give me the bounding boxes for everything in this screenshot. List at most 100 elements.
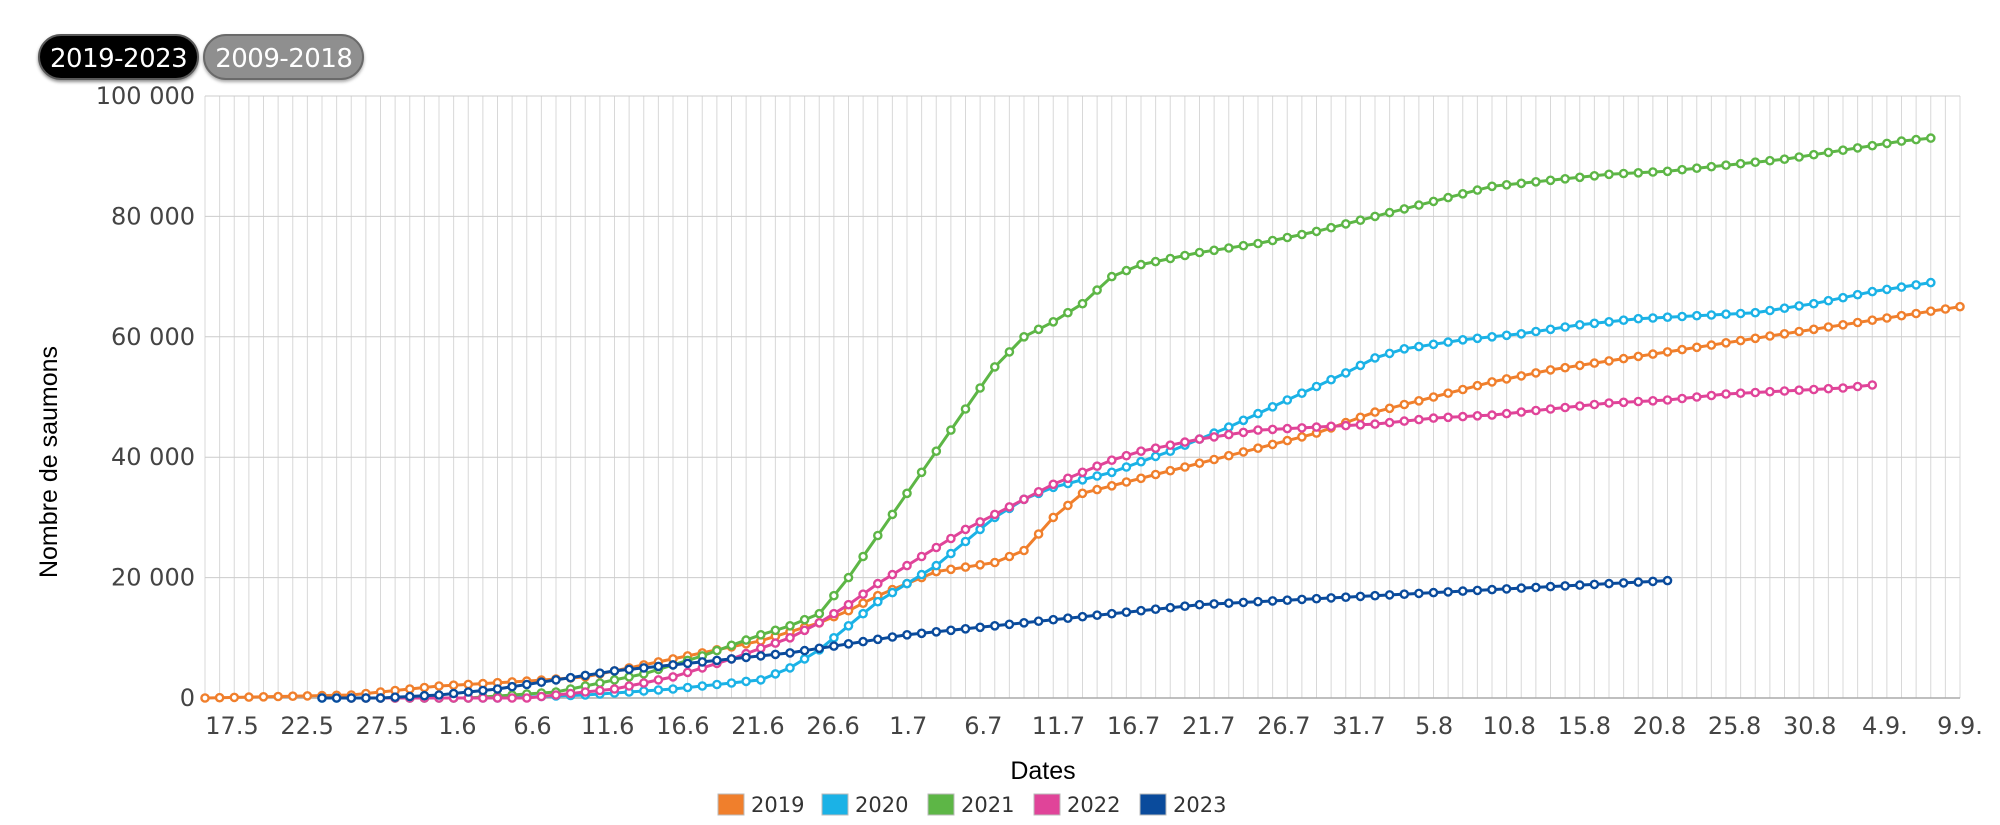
data-point — [1838, 145, 1848, 155]
data-point — [1589, 399, 1600, 410]
data-point — [1326, 374, 1336, 385]
data-point — [1443, 587, 1453, 597]
data-point — [799, 645, 810, 656]
legend-item-2022[interactable]: 2022 — [1033, 793, 1120, 817]
legend-item-2019[interactable]: 2019 — [717, 793, 804, 817]
data-point — [843, 621, 854, 631]
data-point — [1428, 339, 1439, 350]
legend-label: 2020 — [855, 793, 908, 817]
tab-2019-2023[interactable]: 2019-2023 — [38, 34, 200, 80]
data-point — [1384, 403, 1395, 414]
axes: 0 20 000 40 000 60 000 80 000 100 000 17.5 22.5… — [96, 82, 1983, 740]
data-point — [1545, 324, 1556, 335]
data-point — [1692, 163, 1702, 173]
data-point — [1428, 196, 1439, 207]
data-point — [1487, 410, 1497, 420]
data-point — [1399, 204, 1410, 214]
data-point — [1297, 594, 1307, 605]
data-point — [1121, 265, 1132, 276]
legend-item-2021[interactable]: 2021 — [927, 793, 1014, 817]
data-point — [1779, 328, 1790, 339]
data-point — [975, 383, 985, 393]
data-point — [668, 660, 678, 670]
data-point — [770, 669, 781, 679]
data-point — [536, 677, 547, 688]
data-point — [1648, 167, 1658, 177]
data-point — [1384, 417, 1395, 428]
data-point — [609, 684, 620, 694]
data-point — [434, 690, 444, 700]
data-point — [946, 548, 956, 559]
legend-item-2023[interactable]: 2023 — [1139, 793, 1226, 817]
data-point — [1194, 458, 1205, 469]
data-point — [580, 670, 591, 681]
tab-2009-2018[interactable]: 2009-2018 — [203, 34, 365, 80]
data-point — [1501, 179, 1512, 190]
data-point — [1150, 469, 1161, 480]
y-tick-label: 80 000 — [111, 202, 195, 230]
data-point — [785, 621, 795, 631]
x-tick-label: 30.8 — [1783, 712, 1836, 740]
data-point — [741, 635, 751, 645]
data-point — [214, 692, 225, 703]
data-point — [1267, 424, 1278, 435]
data-point — [1794, 385, 1804, 396]
data-point — [682, 682, 693, 693]
x-tick-label: 27.5 — [356, 712, 409, 740]
data-point — [1911, 308, 1921, 319]
x-tick-label: 26.7 — [1257, 712, 1310, 740]
data-point — [931, 446, 942, 457]
data-point — [375, 693, 386, 703]
legend-label: 2019 — [751, 793, 804, 817]
data-point — [1706, 310, 1717, 320]
data-point — [785, 663, 795, 673]
data-point — [1618, 397, 1629, 408]
data-point — [1253, 425, 1263, 435]
data-point — [653, 675, 664, 685]
data-point — [1750, 307, 1761, 318]
data-point — [1721, 160, 1731, 170]
x-tick-label: 5.8 — [1415, 712, 1453, 740]
data-point — [1852, 381, 1863, 392]
data-point — [1428, 587, 1439, 598]
data-point — [1882, 313, 1892, 323]
data-point — [1545, 581, 1556, 592]
data-point — [1326, 222, 1336, 233]
data-point — [624, 664, 634, 675]
data-point — [1414, 414, 1424, 425]
data-point — [1165, 602, 1176, 613]
data-point — [990, 362, 1000, 372]
data-point — [1721, 337, 1731, 348]
data-point — [1443, 337, 1453, 347]
data-point — [1370, 419, 1380, 429]
legend-item-2020[interactable]: 2020 — [821, 793, 908, 817]
data-point — [1063, 613, 1073, 624]
data-point — [1238, 597, 1249, 608]
data-point — [887, 632, 898, 642]
data-point — [960, 524, 971, 535]
data-point — [1809, 384, 1819, 395]
data-point — [1472, 333, 1483, 344]
data-point — [858, 551, 868, 562]
data-point — [1662, 575, 1673, 586]
data-point — [1180, 462, 1190, 472]
data-point — [258, 692, 269, 702]
legend[interactable]: 2019 2020 2021 2022 2023 — [717, 793, 1226, 817]
data-point — [1165, 440, 1176, 451]
data-point — [1458, 586, 1468, 596]
data-point — [770, 638, 781, 648]
data-point — [1531, 326, 1541, 337]
data-point — [1589, 579, 1600, 590]
data-point — [1838, 383, 1848, 393]
data-point — [1501, 408, 1512, 419]
data-point — [1311, 226, 1322, 237]
data-point — [1516, 371, 1527, 381]
data-point — [1384, 590, 1395, 600]
data-point — [1458, 334, 1468, 345]
data-point — [1341, 420, 1351, 431]
data-point — [726, 640, 737, 651]
x-tick-label: 16.7 — [1107, 712, 1160, 740]
data-point — [1077, 298, 1088, 309]
data-point — [960, 536, 971, 547]
